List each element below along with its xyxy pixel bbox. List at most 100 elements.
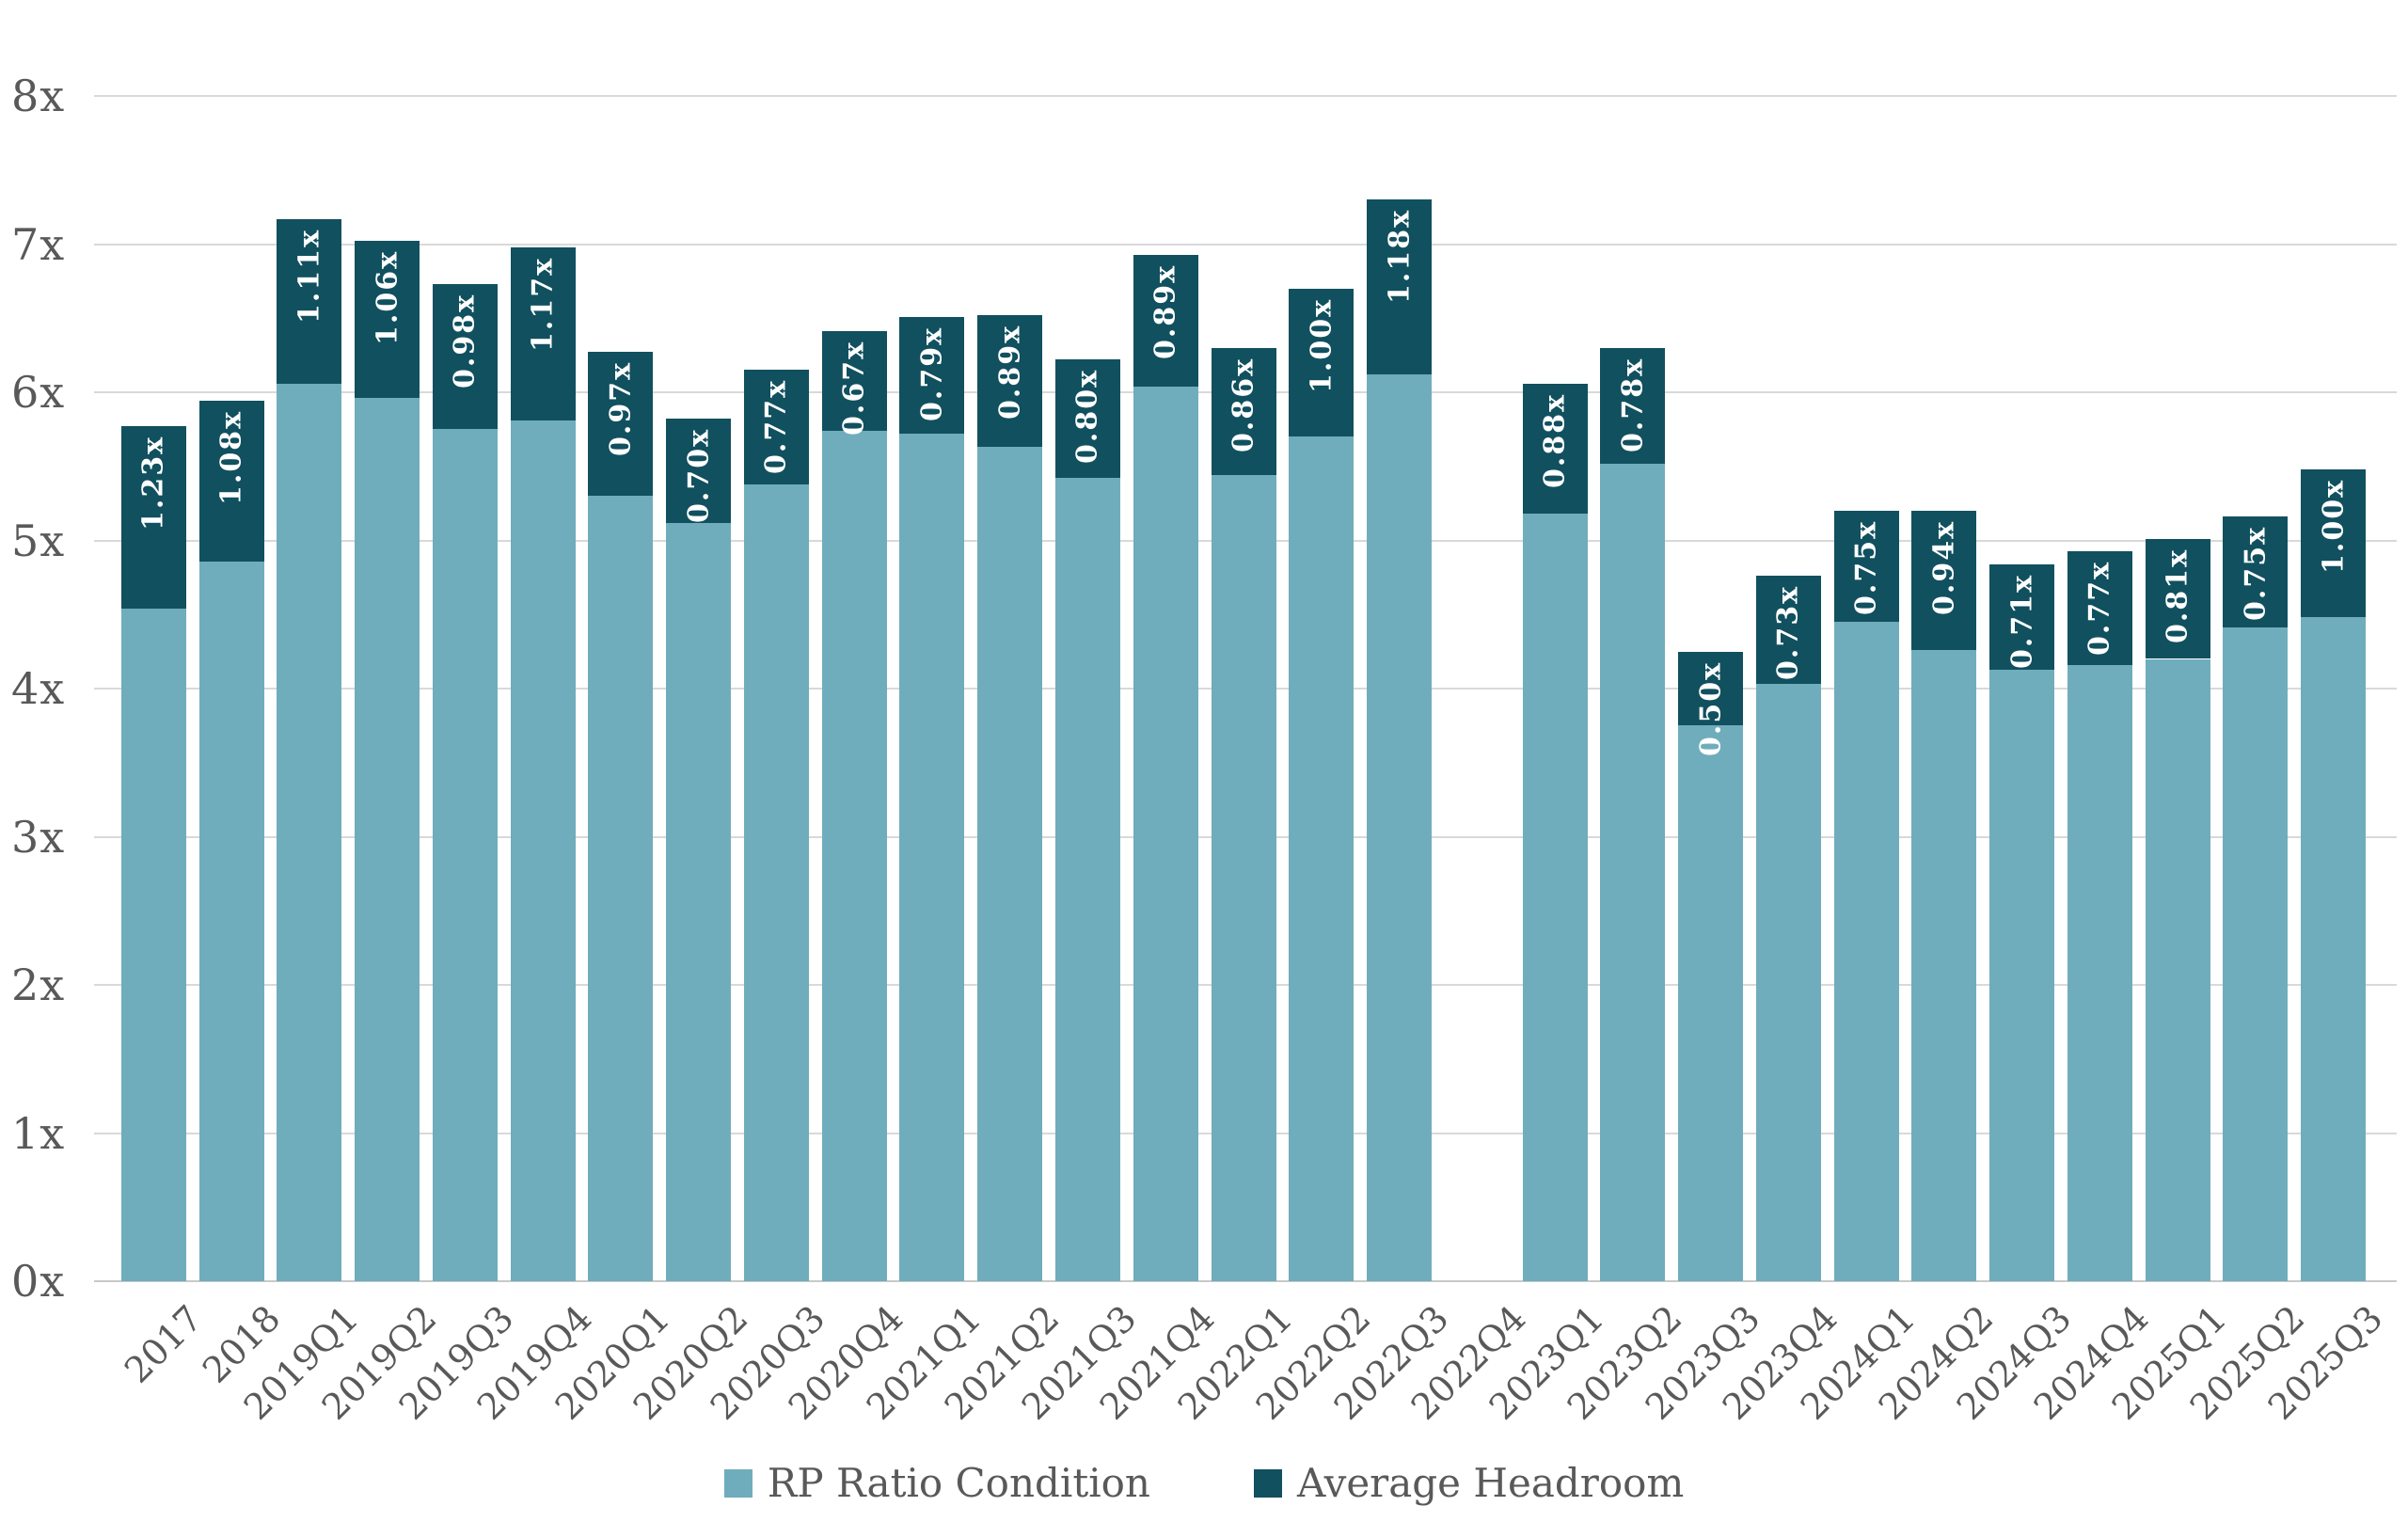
legend-swatch-rp-ratio bbox=[723, 1468, 752, 1498]
bar-value-label-2021Q2: 0.89x bbox=[993, 325, 1027, 420]
bar-value-label-2020Q4: 0.67x bbox=[837, 341, 871, 436]
bar-value-label-2019Q2: 1.06x bbox=[371, 250, 404, 346]
bar-rp-ratio-2017 bbox=[120, 608, 186, 1281]
bar-headroom-2019Q2: 1.06x bbox=[355, 241, 420, 399]
bar-headroom-2024Q4: 0.77x bbox=[2067, 550, 2132, 665]
bar-rp-ratio-2019Q1 bbox=[277, 383, 342, 1281]
bar-rp-ratio-2020Q2 bbox=[666, 522, 732, 1281]
bar-headroom-2020Q4: 0.67x bbox=[821, 331, 887, 436]
legend-label-average-headroom: Average Headroom bbox=[1296, 1460, 1685, 1506]
bar-headroom-2025Q1: 0.81x bbox=[2145, 538, 2210, 659]
bar-headroom-2024Q3: 0.71x bbox=[1989, 563, 2055, 670]
gridline-7x bbox=[94, 243, 2397, 246]
bar-value-label-2017: 1.23x bbox=[136, 436, 170, 531]
bar-value-label-2022Q2: 1.00x bbox=[1305, 297, 1339, 393]
bar-rp-ratio-2022Q3 bbox=[1367, 374, 1433, 1281]
bar-value-label-2023Q4: 0.73x bbox=[1771, 585, 1805, 681]
bar-value-label-2022Q3: 1.18x bbox=[1383, 209, 1417, 305]
bar-rp-ratio-2023Q1 bbox=[1522, 514, 1588, 1281]
bar-value-label-2021Q1: 0.79x bbox=[915, 325, 949, 421]
bar-rp-ratio-2019Q2 bbox=[355, 398, 420, 1281]
bar-headroom-2025Q3: 1.00x bbox=[2301, 468, 2367, 618]
bar-value-label-2024Q1: 0.75x bbox=[1849, 520, 1883, 615]
legend: RP Ratio Condition Average Headroom bbox=[0, 1460, 2408, 1506]
bar-rp-ratio-2024Q2 bbox=[1911, 650, 1977, 1281]
bar-headroom-2023Q1: 0.88x bbox=[1522, 383, 1588, 515]
bar-value-label-2024Q3: 0.71x bbox=[2005, 573, 2039, 669]
bar-value-label-2025Q3: 1.00x bbox=[2317, 478, 2351, 574]
y-tick-1x: 1x bbox=[11, 1107, 66, 1159]
bar-rp-ratio-2021Q1 bbox=[899, 434, 965, 1281]
bar-rp-ratio-2019Q3 bbox=[432, 429, 498, 1281]
bar-headroom-2022Q2: 1.00x bbox=[1289, 288, 1354, 437]
bar-value-label-2020Q1: 0.97x bbox=[604, 361, 638, 457]
legend-swatch-average-headroom bbox=[1253, 1468, 1282, 1498]
y-tick-3x: 3x bbox=[11, 811, 66, 863]
bar-rp-ratio-2024Q4 bbox=[2067, 664, 2132, 1281]
bar-value-label-2018: 1.08x bbox=[214, 410, 248, 506]
bar-value-label-2024Q2: 0.94x bbox=[1927, 520, 1961, 615]
bar-rp-ratio-2024Q1 bbox=[1833, 622, 1899, 1281]
bar-value-label-2022Q1: 0.86x bbox=[1227, 357, 1260, 452]
bar-headroom-2022Q3: 1.18x bbox=[1367, 199, 1433, 375]
bar-value-label-2019Q3: 0.98x bbox=[448, 293, 482, 388]
bar-headroom-2020Q1: 0.97x bbox=[588, 352, 654, 497]
bar-rp-ratio-2020Q4 bbox=[821, 430, 887, 1281]
bar-headroom-2020Q3: 0.77x bbox=[743, 370, 809, 484]
bar-rp-ratio-2025Q3 bbox=[2301, 617, 2367, 1281]
bar-rp-ratio-2022Q1 bbox=[1211, 475, 1276, 1281]
x-tick-2017: 2017 bbox=[117, 1297, 211, 1391]
bar-rp-ratio-2023Q3 bbox=[1678, 725, 1744, 1281]
bar-value-label-2023Q3: 0.50x bbox=[1694, 660, 1728, 756]
bar-value-label-2024Q4: 0.77x bbox=[2083, 560, 2116, 656]
y-tick-2x: 2x bbox=[11, 959, 66, 1010]
bar-value-label-2021Q4: 0.89x bbox=[1149, 263, 1182, 359]
bar-headroom-2023Q3: 0.50x bbox=[1678, 651, 1744, 756]
y-tick-8x: 8x bbox=[11, 71, 66, 121]
bar-value-label-2023Q2: 0.78x bbox=[1616, 357, 1650, 452]
bar-headroom-2018: 1.08x bbox=[198, 401, 264, 562]
legend-label-rp-ratio: RP Ratio Condition bbox=[767, 1460, 1150, 1506]
bar-headroom-2021Q2: 0.89x bbox=[977, 315, 1043, 448]
bar-rp-ratio-2021Q4 bbox=[1133, 386, 1198, 1281]
bar-headroom-2019Q4: 1.17x bbox=[510, 246, 576, 420]
bar-rp-ratio-2020Q1 bbox=[588, 496, 654, 1281]
bar-headroom-2022Q1: 0.86x bbox=[1211, 347, 1276, 476]
legend-item-average-headroom: Average Headroom bbox=[1253, 1460, 1685, 1506]
bar-headroom-2020Q2: 0.70x bbox=[666, 419, 732, 524]
bar-rp-ratio-2020Q3 bbox=[743, 484, 809, 1281]
bar-rp-ratio-2019Q4 bbox=[510, 420, 576, 1281]
bar-headroom-2021Q4: 0.89x bbox=[1133, 254, 1198, 387]
bar-value-label-2019Q4: 1.17x bbox=[526, 256, 560, 352]
y-tick-5x: 5x bbox=[11, 515, 66, 566]
bar-value-label-2019Q1: 1.11x bbox=[293, 228, 326, 324]
bar-value-label-2020Q2: 0.70x bbox=[682, 428, 716, 524]
y-tick-7x: 7x bbox=[11, 218, 66, 270]
y-tick-6x: 6x bbox=[11, 367, 66, 418]
bar-rp-ratio-2025Q1 bbox=[2145, 658, 2210, 1281]
bar-headroom-2025Q2: 0.75x bbox=[2223, 516, 2289, 628]
bar-value-label-2025Q1: 0.81x bbox=[2161, 547, 2194, 643]
bar-value-label-2025Q2: 0.75x bbox=[2239, 526, 2273, 622]
bar-value-label-2020Q3: 0.77x bbox=[759, 379, 793, 475]
bar-rp-ratio-2022Q2 bbox=[1289, 436, 1354, 1281]
bar-value-label-2023Q1: 0.88x bbox=[1538, 392, 1572, 488]
bar-rp-ratio-2018 bbox=[198, 561, 264, 1281]
bar-rp-ratio-2024Q3 bbox=[1989, 669, 2055, 1281]
bar-value-label-2021Q3: 0.80x bbox=[1070, 369, 1104, 465]
gridline-8x bbox=[94, 95, 2397, 97]
bar-headroom-2023Q2: 0.78x bbox=[1600, 347, 1666, 464]
y-tick-0x: 0x bbox=[11, 1256, 66, 1307]
bar-headroom-2019Q1: 1.11x bbox=[277, 218, 342, 384]
legend-item-rp-ratio: RP Ratio Condition bbox=[723, 1460, 1150, 1506]
bar-rp-ratio-2023Q4 bbox=[1755, 684, 1821, 1281]
bar-headroom-2021Q1: 0.79x bbox=[899, 316, 965, 435]
bar-headroom-2024Q2: 0.94x bbox=[1911, 511, 1977, 651]
bar-headroom-2017: 1.23x bbox=[120, 426, 186, 609]
bar-rp-ratio-2025Q2 bbox=[2223, 627, 2289, 1281]
bar-rp-ratio-2021Q3 bbox=[1054, 478, 1120, 1281]
bar-headroom-2019Q3: 0.98x bbox=[432, 284, 498, 430]
bar-rp-ratio-2021Q2 bbox=[977, 447, 1043, 1281]
bar-rp-ratio-2023Q2 bbox=[1600, 463, 1666, 1281]
